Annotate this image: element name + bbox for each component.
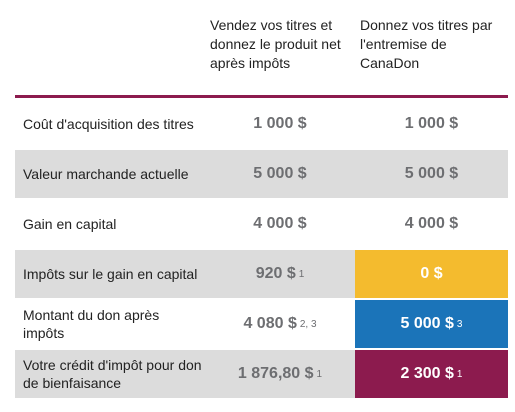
column-header: Donnez vos titres par l'entremise de Can… [360,17,493,71]
value-cell: 5 000 $ [355,150,508,198]
value: 0 $ [420,265,443,282]
value-cell: 0 $ [355,250,508,298]
value: 4 000 $ [253,215,307,232]
table-row: Votre crédit d'impôt pour don de bienfai… [15,350,508,398]
value: 920 $ [255,265,296,282]
value-cell: 4 000 $ [205,200,355,248]
table-row: Impôts sur le gain en capital 920 $1 0 $ [15,250,508,298]
row-label: Valeur marchande actuelle [23,166,189,182]
value: 4 000 $ [404,215,459,232]
row-label: Gain en capital [23,216,117,232]
value-cell: 1 876,80 $1 [205,350,355,398]
row-label: Coût d'acquisition des titres [23,116,194,132]
table-row: Valeur marchande actuelle 5 000 $ 5 000 $ [15,150,508,198]
value: 1 000 $ [253,115,307,132]
value-cell: 5 000 $3 [355,300,508,348]
value: 1 876,80 $ [237,365,314,382]
value: 1 000 $ [404,115,459,132]
row-label: Impôts sur le gain en capital [23,266,198,282]
column-header: Vendez vos titres et donnez le produit n… [210,17,341,71]
footnote-ref: 1 [298,268,305,280]
value-cell: 4 000 $ [355,200,508,248]
header-rule [15,95,508,98]
value-cell: 5 000 $ [205,150,355,198]
value: 5 000 $ [253,165,307,182]
row-label: Votre crédit d'impôt pour don de bienfai… [23,357,202,391]
footnote-ref: 3 [456,318,463,330]
footnote-ref: 1 [456,368,463,380]
value-cell: 4 080 $2, 3 [205,300,355,348]
footnote-ref: 2, 3 [299,318,317,330]
value-cell: 2 300 $1 [355,350,508,398]
value-cell: 920 $1 [205,250,355,298]
row-label: Montant du don après impôts [23,307,160,341]
value: 5 000 $ [400,315,454,332]
table-row: Gain en capital 4 000 $ 4 000 $ [15,200,508,248]
table-row: Coût d'acquisition des titres 1 000 $ 1 00… [15,100,508,148]
value-cell: 1 000 $ [355,100,508,148]
value: 5 000 $ [404,165,459,182]
value: 4 080 $ [243,315,297,332]
footnote-ref: 1 [316,368,323,380]
value: 2 300 $ [400,365,454,382]
value-cell: 1 000 $ [205,100,355,148]
